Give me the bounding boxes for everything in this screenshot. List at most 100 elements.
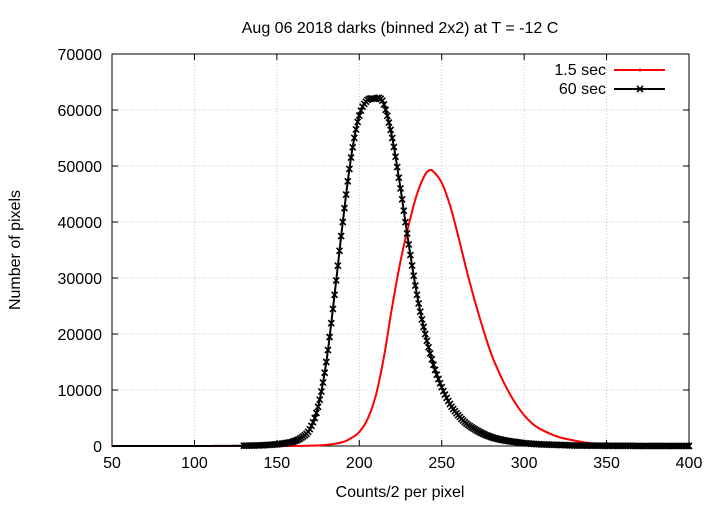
data-point [360, 429, 362, 431]
data-point [526, 417, 529, 420]
data-point [508, 392, 511, 394]
plot-frame [111, 53, 690, 447]
data-point [318, 444, 321, 447]
data-point [496, 368, 499, 371]
y-axis-label: Number of pixels [7, 190, 24, 310]
data-point [544, 430, 547, 433]
data-point [345, 439, 347, 442]
data-point [539, 428, 542, 431]
data-point [355, 434, 357, 436]
data-point [364, 421, 367, 424]
data-point [434, 375, 442, 383]
data-point [438, 383, 446, 391]
x-tick-label: 200 [346, 455, 373, 472]
legend-marker-1 [638, 68, 642, 72]
data-point [376, 388, 379, 390]
data-point [468, 281, 471, 284]
data-point [577, 440, 580, 443]
data-point [478, 316, 481, 319]
data-point [335, 442, 338, 445]
data-point [369, 410, 372, 413]
data-point [327, 319, 335, 327]
data-point [382, 106, 390, 114]
data-point [358, 431, 361, 433]
data-point [424, 173, 427, 176]
data-point [356, 432, 359, 435]
data-point [400, 207, 408, 215]
data-point [335, 247, 344, 255]
data-point [552, 434, 555, 437]
y-tick-label: 0 [93, 439, 102, 456]
data-point [564, 437, 567, 440]
data-point [569, 438, 572, 441]
data-point [391, 153, 400, 161]
data-point [450, 209, 453, 212]
data-point [416, 193, 418, 195]
data-point [381, 364, 384, 367]
data-point [383, 112, 391, 120]
data-point [317, 388, 325, 396]
data-point [488, 348, 491, 350]
data-point [309, 418, 317, 426]
data-point [347, 154, 355, 162]
data-point [433, 371, 441, 379]
data-point [404, 237, 407, 240]
data-point [323, 444, 326, 446]
data-point [308, 444, 311, 447]
y-tick-label: 30000 [58, 271, 103, 288]
data-point [435, 174, 438, 177]
data-point [411, 210, 413, 213]
data-point [524, 416, 527, 419]
data-point [460, 248, 463, 251]
data-point [566, 438, 568, 440]
data-point [513, 400, 516, 403]
data-point [422, 176, 425, 179]
data-point [541, 429, 544, 431]
data-point [295, 445, 298, 447]
series-line-1 [112, 168, 690, 447]
data-point [426, 349, 434, 358]
data-point [297, 445, 300, 447]
x-axis-label: Counts/2 per pixel [336, 484, 465, 501]
data-point [311, 414, 319, 422]
data-point [415, 299, 423, 308]
data-point [561, 437, 563, 439]
data-point [395, 174, 403, 182]
x-tick-label: 100 [181, 455, 208, 472]
data-point [477, 311, 479, 313]
data-point [429, 169, 432, 171]
data-point [396, 184, 405, 192]
data-point [310, 444, 313, 447]
data-point [350, 134, 358, 142]
data-point [322, 358, 330, 366]
data-point [299, 444, 301, 447]
data-point [543, 429, 545, 432]
data-point [444, 189, 446, 192]
data-point [439, 178, 441, 181]
y-tick-label: 40000 [58, 215, 103, 232]
data-point [579, 440, 582, 443]
data-point [340, 204, 349, 212]
data-point [350, 437, 352, 440]
data-point [457, 235, 460, 237]
data-point [396, 277, 399, 280]
y-tick-label: 70000 [58, 47, 103, 64]
data-point [536, 426, 539, 429]
series-layer [111, 94, 693, 450]
data-point [348, 438, 351, 441]
data-point [557, 436, 560, 438]
data-point [410, 272, 418, 280]
data-point [442, 185, 445, 188]
series-1 [111, 168, 690, 447]
data-point [575, 440, 578, 442]
legend-marker-2 [636, 85, 644, 93]
data-point [378, 97, 386, 105]
data-point [385, 118, 393, 127]
data-point [458, 241, 461, 244]
data-point [402, 244, 405, 247]
x-tick-label: 400 [676, 455, 703, 472]
legend-label-2: 60 sec [559, 81, 606, 98]
data-point [572, 439, 575, 442]
data-point [546, 431, 549, 434]
data-point [294, 445, 296, 447]
